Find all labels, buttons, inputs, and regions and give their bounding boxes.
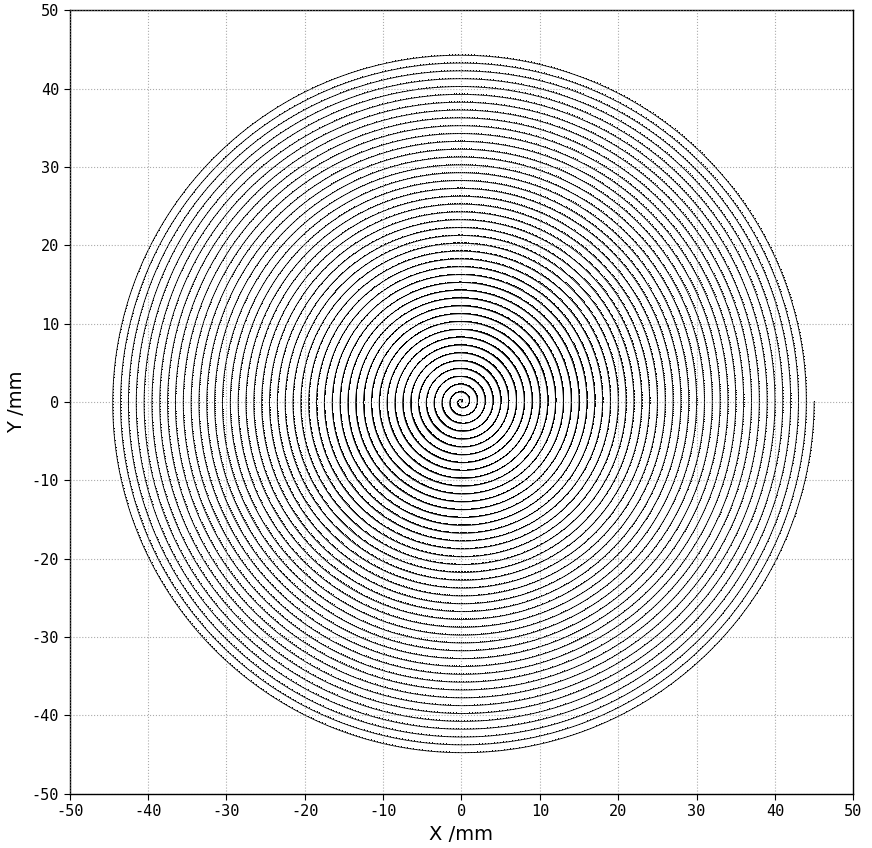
Y-axis label: Y /mm: Y /mm (7, 371, 26, 433)
X-axis label: X /mm: X /mm (430, 825, 494, 844)
